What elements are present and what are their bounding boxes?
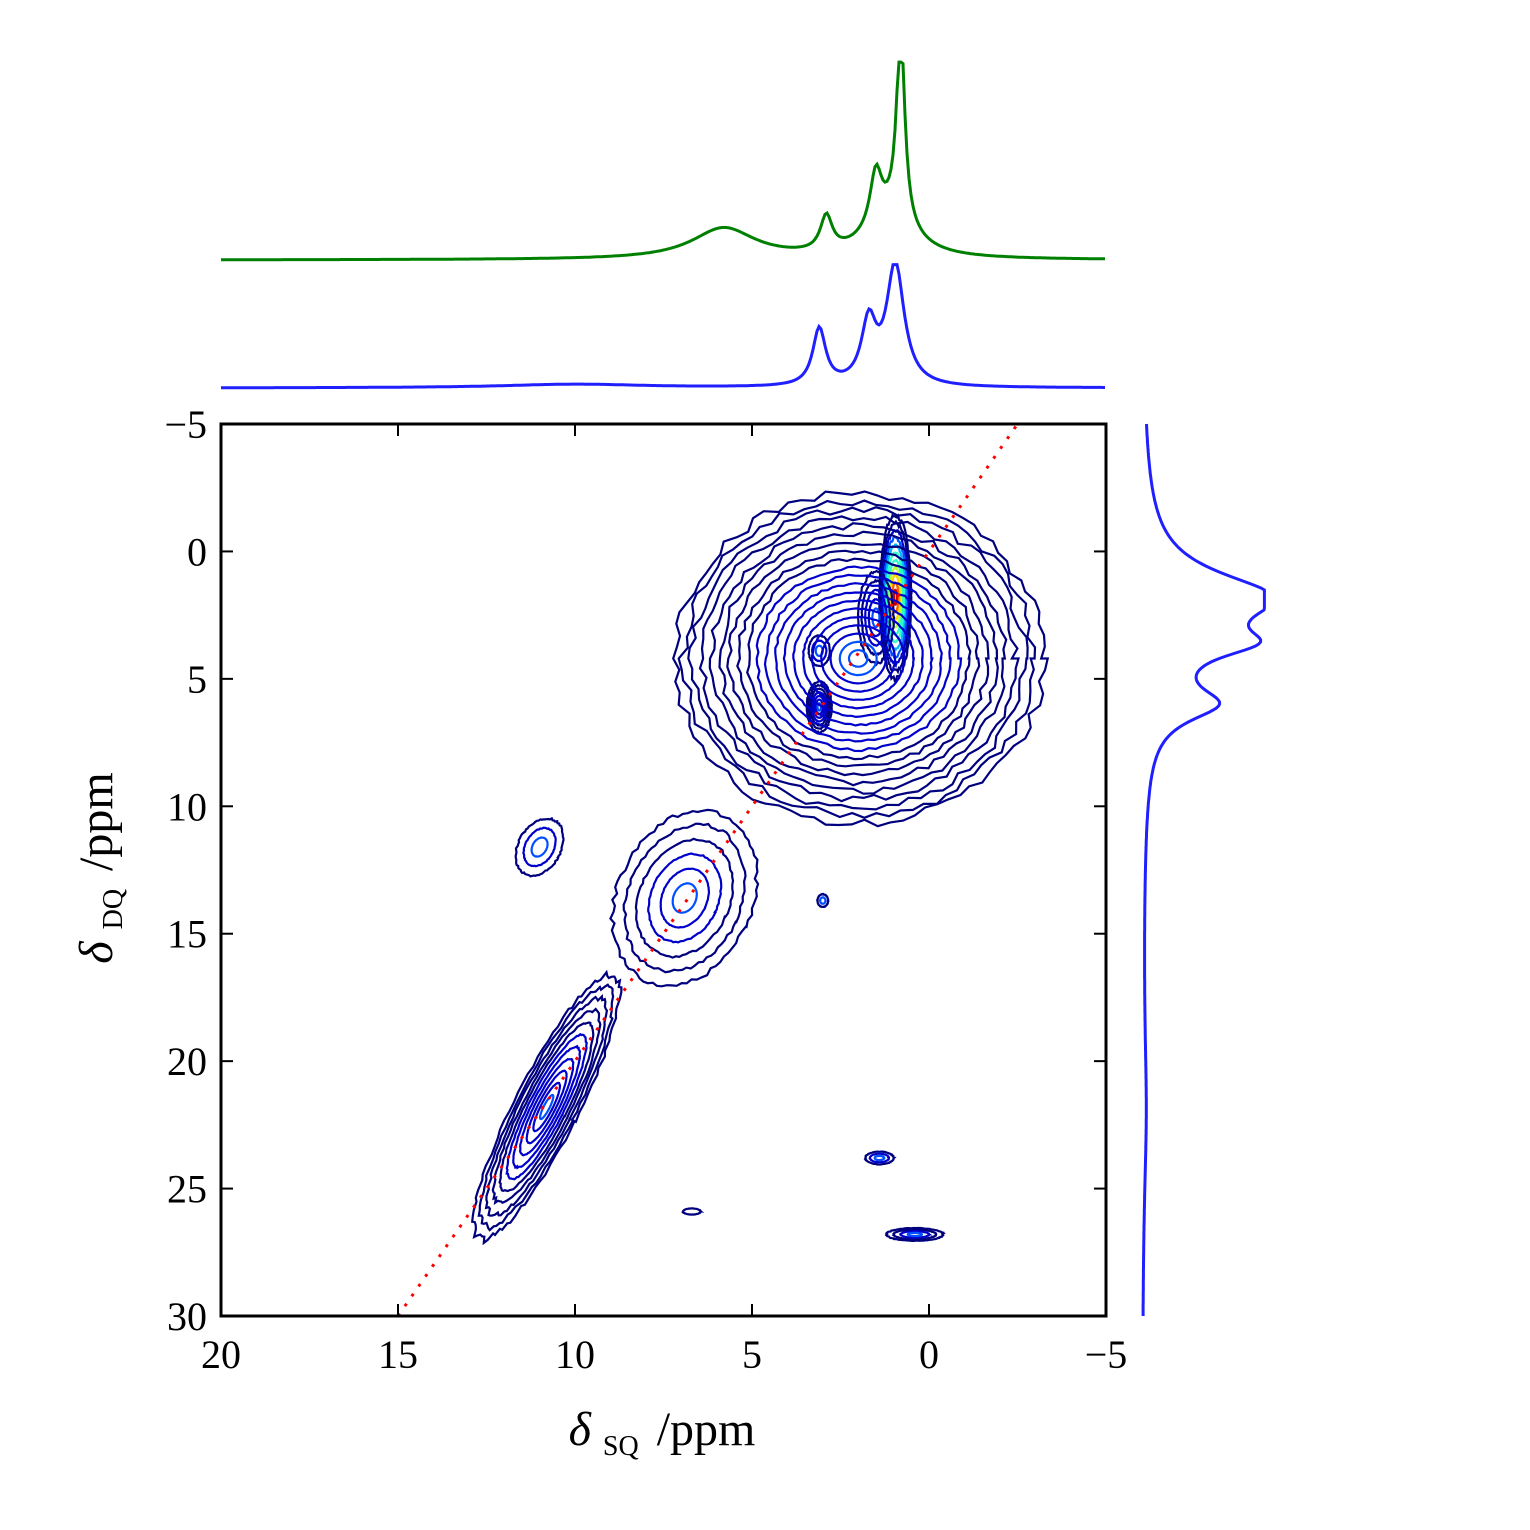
x-tick-label: 20 <box>201 1332 241 1377</box>
x-axis-label: δ SQ /ppm <box>569 1403 756 1466</box>
contour-level <box>906 1231 923 1238</box>
contour-level <box>736 549 981 768</box>
y-tick-label: 15 <box>167 912 207 957</box>
contour-level <box>820 624 897 693</box>
y-axis-label: δ DQ /ppm <box>70 772 133 963</box>
contour-level <box>884 1226 946 1242</box>
y-tick-label: 30 <box>167 1294 207 1339</box>
diagonal-line <box>396 424 1019 1316</box>
contour-level <box>891 1228 938 1241</box>
y-tick-label: 5 <box>187 657 207 702</box>
x-axis-label-subscript: SQ <box>603 1431 639 1462</box>
top-1d-spectrum-line <box>221 60 1105 262</box>
y-axis-ticks: −5 0 5 10 15 20 25 30 <box>164 402 1106 1339</box>
contour-level <box>809 687 830 727</box>
contour-level <box>782 591 934 727</box>
contour-level <box>807 634 831 668</box>
x-tick-label: 15 <box>378 1332 418 1377</box>
contour-level <box>698 515 1020 803</box>
y-axis-label-subscript: DQ <box>98 889 129 929</box>
contour-level <box>898 1230 933 1239</box>
contour-level <box>802 607 916 710</box>
contour-level <box>539 1093 555 1121</box>
contour-level <box>659 867 710 929</box>
top-projection-line <box>221 263 1105 390</box>
contour-level <box>811 690 828 723</box>
y-tick-label: 25 <box>167 1167 207 1212</box>
contour-level <box>774 582 943 735</box>
contour-level <box>609 808 760 988</box>
contour-level <box>726 541 990 777</box>
contour-level <box>518 1057 575 1157</box>
x-axis-label-unit: /ppm <box>657 1403 756 1456</box>
contour-plot <box>470 490 1050 1246</box>
contour-level <box>477 983 615 1232</box>
contour-level <box>522 826 557 868</box>
x-tick-label: 5 <box>742 1332 762 1377</box>
contour-level <box>681 1207 705 1216</box>
x-tick-label: 0 <box>919 1332 939 1377</box>
plot-frame <box>219 422 1108 1318</box>
contour-level <box>514 816 565 878</box>
contour-level <box>622 822 747 974</box>
y-tick-label: 10 <box>167 784 207 829</box>
contour-level <box>829 632 888 685</box>
y-tick-label: 0 <box>187 529 207 574</box>
contour-level <box>491 1007 602 1206</box>
contour-level <box>863 1150 897 1166</box>
contour-level <box>746 557 972 761</box>
contour-level <box>530 836 549 858</box>
contour-level <box>763 573 952 743</box>
right-projection-line <box>1141 423 1266 1316</box>
contour-level <box>671 882 698 914</box>
contour-level <box>470 969 623 1246</box>
contour-level <box>847 649 869 668</box>
y-tick-label: −5 <box>164 402 207 447</box>
contour-level <box>755 565 963 753</box>
contour-level <box>708 522 1008 795</box>
contour-level <box>892 588 898 606</box>
y-axis-label-unit: /ppm <box>70 772 123 871</box>
contour-level <box>634 837 735 959</box>
contour-level <box>505 1032 588 1181</box>
contour-level <box>512 1044 582 1170</box>
contour-level <box>525 1069 568 1145</box>
contour-level <box>868 1152 891 1164</box>
contour-level <box>873 1154 886 1162</box>
contour-level <box>687 506 1029 811</box>
y-tick-label: 20 <box>167 1039 207 1084</box>
contour-level <box>532 1081 562 1133</box>
x-axis-label-symbol: δ <box>569 1403 592 1456</box>
contour-level <box>672 490 1050 828</box>
contour-level <box>792 599 924 719</box>
contour-level <box>838 640 878 677</box>
contour-level <box>811 615 906 701</box>
contour-level <box>816 892 830 909</box>
x-tick-label: 10 <box>555 1332 595 1377</box>
y-axis-label-symbol: δ <box>70 941 123 964</box>
x-tick-label: −5 <box>1085 1332 1128 1377</box>
contour-level <box>677 499 1037 819</box>
contour-level <box>647 852 723 944</box>
contour-level <box>484 994 609 1217</box>
contour-level <box>814 698 824 716</box>
contour-level <box>818 896 827 905</box>
contour-level <box>816 702 823 712</box>
x-axis-ticks: 20 15 10 5 0 −5 <box>201 424 1127 1377</box>
contour-level <box>498 1021 595 1193</box>
contour-level <box>718 530 999 787</box>
